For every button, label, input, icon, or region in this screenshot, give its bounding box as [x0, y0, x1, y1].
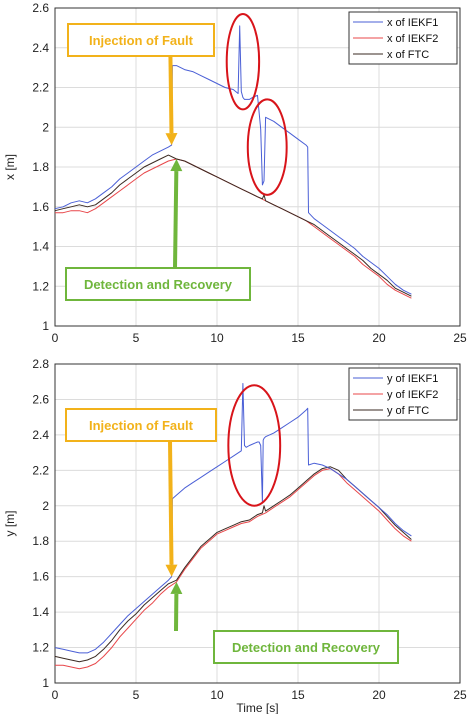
axes-frame: [54, 363, 461, 684]
y-tick-label: 2.6: [32, 392, 49, 406]
chart-x-vs-time: 0 5 10 15 20 25 1 1.2 1.4 1.6 1.8 2 2.2 2.4 2.6 x [m] In…: [3, 1, 467, 345]
x-tick-label: 10: [210, 688, 224, 702]
x-tick-label: 25: [453, 331, 467, 345]
annotation-arrow-head: [165, 564, 178, 577]
y-tick-label: 2.8: [32, 357, 49, 371]
x-tick-label: 20: [372, 688, 386, 702]
y-tick-label: 2.2: [32, 463, 49, 477]
annotation-arrow-head: [170, 581, 183, 595]
x-axis-label: Time [s]: [236, 701, 278, 714]
annotation-box: [213, 630, 399, 664]
x-tick-label: 15: [291, 331, 305, 345]
annotation-label: Detection and Recovery: [232, 640, 381, 655]
x-tick-label: 5: [133, 688, 140, 702]
y-tick-label: 2: [42, 499, 49, 513]
y-tick-label: 1.8: [32, 160, 49, 174]
annotation-arrow-head: [170, 159, 183, 172]
y-axis-label: x [m]: [3, 154, 17, 180]
y-tick-label: 1.8: [32, 534, 49, 548]
y-tick-label: 2: [42, 120, 49, 134]
axes-frame: [54, 7, 461, 327]
fault-highlight-circle: [227, 384, 282, 507]
y-tick-label: 2.4: [32, 41, 49, 55]
x-tick-label: 0: [52, 331, 59, 345]
y-tick-label: 1.2: [32, 279, 49, 293]
legend-entry: y of IEKF2: [387, 389, 438, 401]
y-axis-label: y [m]: [3, 511, 17, 537]
y-tick-label: 1.6: [32, 200, 49, 214]
series-line-ftc: [54, 154, 412, 297]
series-line-iekf1: [54, 383, 412, 654]
annotation-box: [65, 267, 251, 301]
y-tick-label: 1.4: [32, 240, 49, 254]
x-tick-label: 25: [453, 688, 467, 702]
x-tick-label: 0: [52, 688, 59, 702]
annotation-box: [65, 408, 217, 442]
annotation-label: Injection of Fault: [89, 418, 194, 433]
legend-entry: x of IEKF2: [387, 33, 438, 45]
x-tick-label: 20: [372, 331, 386, 345]
legend-entry: x of FTC: [387, 49, 429, 61]
legend-entry: y of IEKF1: [387, 373, 438, 385]
y-tick-label: 1: [42, 676, 49, 690]
y-tick-label: 1.6: [32, 570, 49, 584]
fault-highlight-circle: [225, 12, 261, 111]
series-line-iekf1: [54, 25, 412, 295]
y-tick-label: 2.2: [32, 81, 49, 95]
legend-entry: x of IEKF1: [387, 17, 438, 29]
annotation-label: Detection and Recovery: [84, 277, 233, 292]
x-tick-label: 15: [291, 688, 305, 702]
y-tick-label: 2.4: [32, 428, 49, 442]
chart-y-vs-time: 0 5 10 15 20 25 1 1.2 1.4 1.6 1.8 2 2.2 2.4 2.6 2.8 y [m…: [3, 357, 467, 714]
legend-entry: y of FTC: [387, 405, 429, 417]
annotation-box: [67, 23, 215, 57]
annotation-arrow-shaft: [173, 171, 179, 269]
annotation-label: Injection of Fault: [89, 33, 194, 48]
x-tick-label: 5: [133, 331, 140, 345]
y-tick-label: 1.4: [32, 605, 49, 619]
fault-highlight-circle: [246, 98, 288, 196]
x-tick-label: 10: [210, 331, 224, 345]
y-tick-label: 1: [42, 319, 49, 333]
annotation-arrow-head: [165, 133, 178, 146]
y-tick-label: 1.2: [32, 641, 49, 655]
annotation-arrow-shaft: [168, 440, 174, 565]
y-tick-label: 2.6: [32, 1, 49, 15]
series-line-iekf2: [55, 468, 412, 670]
